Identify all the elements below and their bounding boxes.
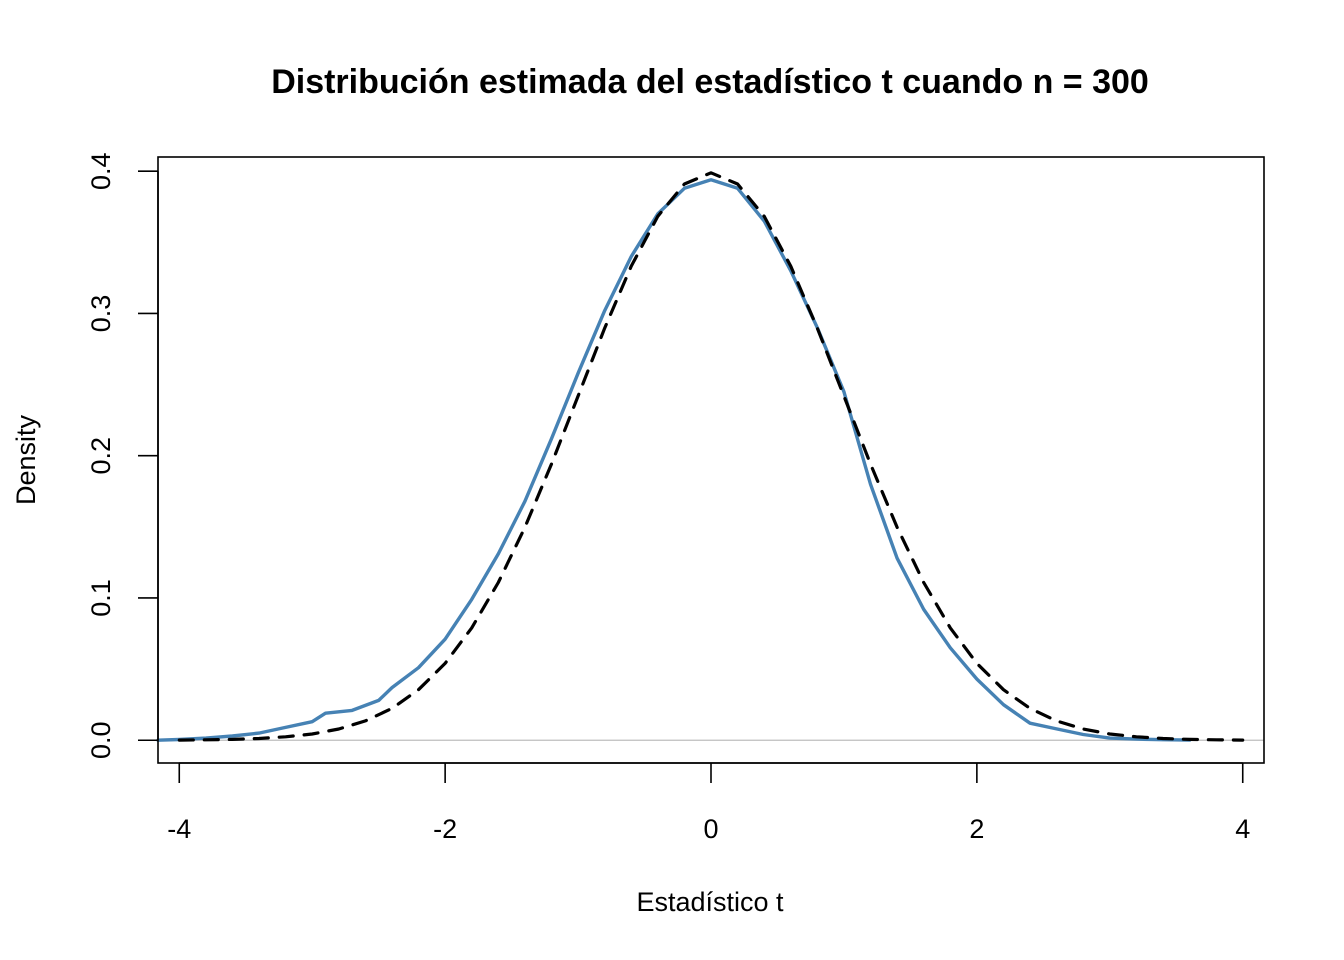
x-tick-label: -4 <box>167 814 191 844</box>
series-layer <box>156 171 1245 742</box>
y-axis-label: Density <box>11 414 41 505</box>
x-axis: -4 -2 0 2 4 <box>167 762 1250 844</box>
y-tick-label: 0.1 <box>86 579 116 617</box>
plot-frame <box>157 156 1265 764</box>
x-axis-label: Estadístico t <box>636 887 784 917</box>
chart-title: Distribución estimada del estadístico t … <box>271 63 1149 101</box>
y-axis: 0.0 0.1 0.2 0.3 0.4 <box>86 152 159 759</box>
x-tick-label: -2 <box>433 814 457 844</box>
x-tick-label: 4 <box>1235 814 1250 844</box>
y-tick-label: 0.0 <box>86 721 116 759</box>
y-tick-label: 0.3 <box>86 295 116 333</box>
x-tick-label: 2 <box>969 814 984 844</box>
x-tick-label: 0 <box>703 814 718 844</box>
estimated-density-line <box>156 178 1192 742</box>
reference-density-line <box>177 171 1245 742</box>
y-tick-label: 0.4 <box>86 152 116 190</box>
y-tick-label: 0.2 <box>86 437 116 475</box>
